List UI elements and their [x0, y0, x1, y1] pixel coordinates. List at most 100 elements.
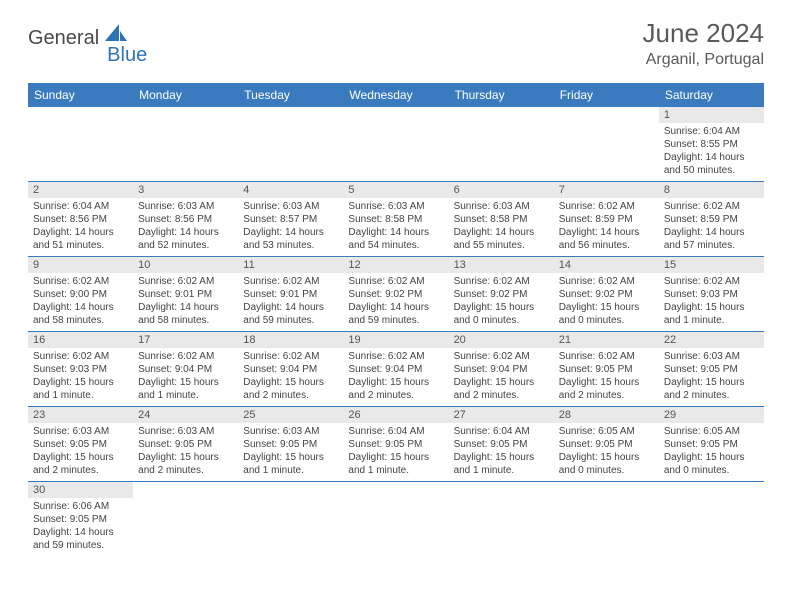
sunset-text: Sunset: 9:02 PM	[454, 288, 549, 301]
sunset-text: Sunset: 8:58 PM	[348, 213, 443, 226]
sunset-text: Sunset: 8:57 PM	[243, 213, 338, 226]
calendar-cell: 26Sunrise: 6:04 AMSunset: 9:05 PMDayligh…	[343, 407, 448, 482]
day-number: 19	[343, 332, 448, 348]
daylight-text: Daylight: 15 hours and 2 minutes.	[348, 376, 443, 402]
sunset-text: Sunset: 9:05 PM	[33, 438, 128, 451]
day-details: Sunrise: 6:02 AMSunset: 8:59 PMDaylight:…	[659, 198, 764, 256]
daylight-text: Daylight: 14 hours and 53 minutes.	[243, 226, 338, 252]
logo-text-blue: Blue	[107, 44, 147, 67]
sunrise-text: Sunrise: 6:03 AM	[664, 350, 759, 363]
calendar-cell: 24Sunrise: 6:03 AMSunset: 9:05 PMDayligh…	[133, 407, 238, 482]
calendar-row: 2Sunrise: 6:04 AMSunset: 8:56 PMDaylight…	[28, 182, 764, 257]
calendar-row: 9Sunrise: 6:02 AMSunset: 9:00 PMDaylight…	[28, 257, 764, 332]
calendar-cell	[449, 482, 554, 557]
logo-text-general: General	[28, 27, 99, 50]
daylight-text: Daylight: 14 hours and 58 minutes.	[33, 301, 128, 327]
daylight-text: Daylight: 15 hours and 2 minutes.	[454, 376, 549, 402]
daylight-text: Daylight: 15 hours and 1 minute.	[243, 451, 338, 477]
sunrise-text: Sunrise: 6:02 AM	[243, 350, 338, 363]
daylight-text: Daylight: 14 hours and 50 minutes.	[664, 151, 759, 177]
sunset-text: Sunset: 9:05 PM	[348, 438, 443, 451]
calendar-cell: 5Sunrise: 6:03 AMSunset: 8:58 PMDaylight…	[343, 182, 448, 257]
calendar-cell: 10Sunrise: 6:02 AMSunset: 9:01 PMDayligh…	[133, 257, 238, 332]
sunset-text: Sunset: 9:03 PM	[33, 363, 128, 376]
daylight-text: Daylight: 15 hours and 2 minutes.	[33, 451, 128, 477]
daylight-text: Daylight: 14 hours and 56 minutes.	[559, 226, 654, 252]
day-details: Sunrise: 6:03 AMSunset: 8:58 PMDaylight:…	[449, 198, 554, 256]
calendar-cell: 6Sunrise: 6:03 AMSunset: 8:58 PMDaylight…	[449, 182, 554, 257]
day-number: 26	[343, 407, 448, 423]
daylight-text: Daylight: 15 hours and 2 minutes.	[138, 451, 233, 477]
sunrise-text: Sunrise: 6:02 AM	[664, 200, 759, 213]
header: General Blue June 2024 Arganil, Portugal	[0, 0, 792, 77]
sunset-text: Sunset: 9:05 PM	[33, 513, 128, 526]
calendar-cell	[449, 107, 554, 182]
day-number: 8	[659, 182, 764, 198]
calendar-cell: 17Sunrise: 6:02 AMSunset: 9:04 PMDayligh…	[133, 332, 238, 407]
sunset-text: Sunset: 9:03 PM	[664, 288, 759, 301]
day-number: 22	[659, 332, 764, 348]
calendar-cell: 11Sunrise: 6:02 AMSunset: 9:01 PMDayligh…	[238, 257, 343, 332]
day-details: Sunrise: 6:03 AMSunset: 8:58 PMDaylight:…	[343, 198, 448, 256]
day-details: Sunrise: 6:03 AMSunset: 9:05 PMDaylight:…	[28, 423, 133, 481]
day-number: 16	[28, 332, 133, 348]
weekday-header: Monday	[133, 83, 238, 107]
day-number: 23	[28, 407, 133, 423]
day-details: Sunrise: 6:04 AMSunset: 9:05 PMDaylight:…	[343, 423, 448, 481]
day-details: Sunrise: 6:04 AMSunset: 8:55 PMDaylight:…	[659, 123, 764, 181]
location-label: Arganil, Portugal	[643, 51, 764, 69]
calendar-cell: 7Sunrise: 6:02 AMSunset: 8:59 PMDaylight…	[554, 182, 659, 257]
calendar-cell	[343, 482, 448, 557]
calendar-row: 30Sunrise: 6:06 AMSunset: 9:05 PMDayligh…	[28, 482, 764, 557]
weekday-header: Tuesday	[238, 83, 343, 107]
day-number: 29	[659, 407, 764, 423]
day-number: 13	[449, 257, 554, 273]
daylight-text: Daylight: 14 hours and 59 minutes.	[348, 301, 443, 327]
day-details: Sunrise: 6:02 AMSunset: 9:05 PMDaylight:…	[554, 348, 659, 406]
day-details: Sunrise: 6:04 AMSunset: 8:56 PMDaylight:…	[28, 198, 133, 256]
sunrise-text: Sunrise: 6:02 AM	[138, 275, 233, 288]
sunset-text: Sunset: 9:05 PM	[138, 438, 233, 451]
sunrise-text: Sunrise: 6:03 AM	[454, 200, 549, 213]
day-number: 5	[343, 182, 448, 198]
day-details: Sunrise: 6:05 AMSunset: 9:05 PMDaylight:…	[659, 423, 764, 481]
title-block: June 2024 Arganil, Portugal	[643, 18, 764, 69]
day-number: 28	[554, 407, 659, 423]
day-details: Sunrise: 6:03 AMSunset: 9:05 PMDaylight:…	[133, 423, 238, 481]
calendar-cell: 9Sunrise: 6:02 AMSunset: 9:00 PMDaylight…	[28, 257, 133, 332]
sunrise-text: Sunrise: 6:06 AM	[33, 500, 128, 513]
calendar-cell: 3Sunrise: 6:03 AMSunset: 8:56 PMDaylight…	[133, 182, 238, 257]
calendar-cell: 22Sunrise: 6:03 AMSunset: 9:05 PMDayligh…	[659, 332, 764, 407]
daylight-text: Daylight: 14 hours and 59 minutes.	[243, 301, 338, 327]
sunset-text: Sunset: 8:56 PM	[33, 213, 128, 226]
daylight-text: Daylight: 15 hours and 1 minute.	[454, 451, 549, 477]
sunset-text: Sunset: 9:04 PM	[243, 363, 338, 376]
calendar-row: 23Sunrise: 6:03 AMSunset: 9:05 PMDayligh…	[28, 407, 764, 482]
sunset-text: Sunset: 9:05 PM	[243, 438, 338, 451]
day-details: Sunrise: 6:02 AMSunset: 8:59 PMDaylight:…	[554, 198, 659, 256]
sunset-text: Sunset: 9:04 PM	[454, 363, 549, 376]
daylight-text: Daylight: 15 hours and 0 minutes.	[559, 451, 654, 477]
day-details: Sunrise: 6:02 AMSunset: 9:04 PMDaylight:…	[343, 348, 448, 406]
sunrise-text: Sunrise: 6:02 AM	[454, 275, 549, 288]
day-details: Sunrise: 6:02 AMSunset: 9:02 PMDaylight:…	[449, 273, 554, 331]
calendar-cell: 29Sunrise: 6:05 AMSunset: 9:05 PMDayligh…	[659, 407, 764, 482]
weekday-header: Saturday	[659, 83, 764, 107]
calendar-cell: 30Sunrise: 6:06 AMSunset: 9:05 PMDayligh…	[28, 482, 133, 557]
sunset-text: Sunset: 9:05 PM	[664, 363, 759, 376]
day-details: Sunrise: 6:03 AMSunset: 8:57 PMDaylight:…	[238, 198, 343, 256]
day-details: Sunrise: 6:02 AMSunset: 9:03 PMDaylight:…	[28, 348, 133, 406]
calendar-cell: 8Sunrise: 6:02 AMSunset: 8:59 PMDaylight…	[659, 182, 764, 257]
sunrise-text: Sunrise: 6:03 AM	[138, 200, 233, 213]
day-number: 9	[28, 257, 133, 273]
day-number: 1	[659, 107, 764, 123]
calendar-cell	[554, 107, 659, 182]
day-number: 14	[554, 257, 659, 273]
sunrise-text: Sunrise: 6:02 AM	[348, 275, 443, 288]
day-number: 21	[554, 332, 659, 348]
day-details: Sunrise: 6:02 AMSunset: 9:04 PMDaylight:…	[238, 348, 343, 406]
day-number: 24	[133, 407, 238, 423]
daylight-text: Daylight: 14 hours and 57 minutes.	[664, 226, 759, 252]
day-details: Sunrise: 6:04 AMSunset: 9:05 PMDaylight:…	[449, 423, 554, 481]
calendar-cell: 1Sunrise: 6:04 AMSunset: 8:55 PMDaylight…	[659, 107, 764, 182]
